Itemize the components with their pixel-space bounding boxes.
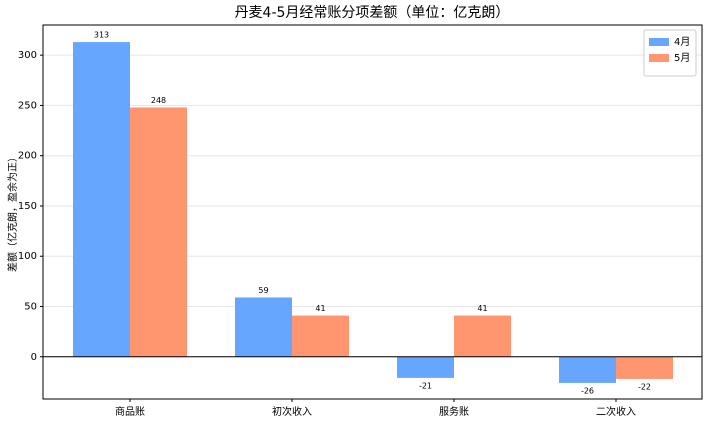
data-label: 59 — [258, 286, 268, 295]
x-tick-label: 初次收入 — [272, 405, 312, 418]
y-axis-label: 差额（亿克朗，盈余为正） — [6, 152, 19, 272]
data-label: 313 — [94, 31, 109, 40]
bar — [454, 315, 511, 357]
data-label: 248 — [151, 96, 166, 105]
y-tick-label: 150 — [18, 201, 37, 212]
y-tick-label: 250 — [18, 100, 37, 111]
y-tick-label: 0 — [31, 352, 37, 363]
data-label: 41 — [315, 304, 325, 313]
legend-swatch — [649, 54, 669, 62]
bar — [292, 315, 349, 357]
chart-title: 丹麦4-5月经常账分项差额（单位：亿克朗） — [235, 5, 510, 21]
y-tick-label: 300 — [18, 50, 37, 61]
y-tick-label: 50 — [24, 302, 37, 313]
bar — [73, 42, 130, 357]
y-tick-label: 200 — [18, 151, 37, 162]
legend-swatch — [649, 38, 669, 46]
bar — [235, 297, 292, 357]
data-label: -21 — [419, 381, 432, 390]
bar — [130, 107, 187, 357]
x-tick-label: 服务账 — [439, 405, 469, 418]
legend-label: 5月 — [674, 52, 690, 64]
bar — [616, 356, 673, 379]
bar — [559, 356, 616, 383]
plot-frame — [42, 24, 703, 400]
x-tick-label: 二次收入 — [596, 405, 636, 418]
x-tick-label: 商品账 — [115, 405, 145, 418]
data-label: -26 — [581, 386, 594, 395]
y-tick-label: 100 — [18, 251, 37, 262]
bar — [397, 356, 454, 378]
data-label: 41 — [477, 304, 487, 313]
legend-label: 4月 — [674, 36, 690, 48]
data-label: -22 — [638, 382, 651, 391]
